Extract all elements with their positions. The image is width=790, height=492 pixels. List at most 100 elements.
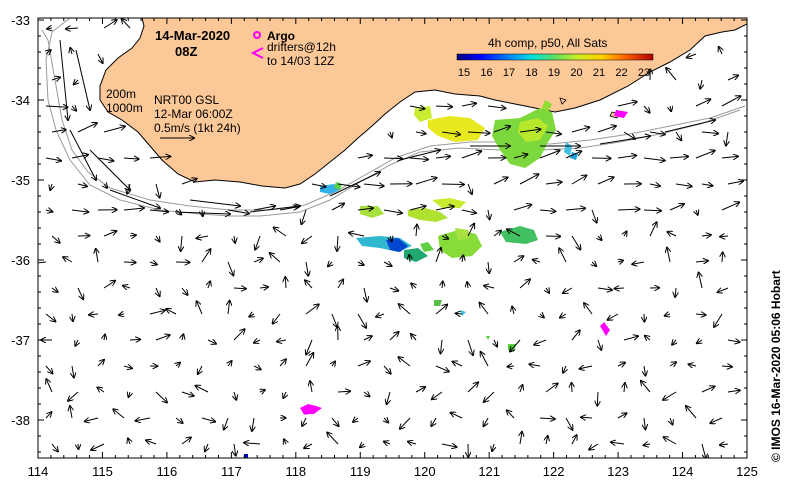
current-vector	[181, 437, 191, 445]
current-vector	[667, 232, 677, 236]
current-vector	[545, 182, 562, 184]
current-vector	[461, 103, 476, 106]
colorbar-tick-label: 18	[525, 67, 537, 79]
current-vector	[431, 417, 437, 426]
x-tick-label: 125	[736, 464, 758, 479]
current-vector	[484, 417, 489, 426]
current-vector	[384, 418, 388, 423]
current-vector	[182, 334, 183, 341]
current-vector	[727, 181, 743, 184]
current-vector	[45, 313, 55, 321]
current-vector	[669, 157, 688, 159]
current-vector	[645, 336, 650, 340]
current-vector	[104, 335, 105, 341]
current-vector	[687, 54, 697, 58]
colorbar-bar	[456, 53, 654, 61]
current-vector	[644, 417, 645, 429]
colorbar-tick-label: 21	[593, 67, 605, 79]
current-vector	[617, 155, 636, 158]
colorbar-tick-label: 17	[503, 67, 515, 79]
current-vector	[45, 365, 53, 373]
current-vector	[383, 365, 391, 374]
current-vector	[75, 339, 78, 346]
current-vector	[400, 417, 411, 429]
current-vector	[408, 442, 417, 444]
current-vector	[208, 281, 210, 289]
current-vector	[332, 362, 335, 367]
current-vector	[228, 361, 232, 366]
current-vector	[432, 391, 443, 399]
current-vector	[467, 132, 490, 133]
legend-drifters: drifters@12h	[267, 40, 336, 54]
current-vector	[415, 132, 426, 134]
current-vector	[149, 262, 157, 265]
colorbar-tick-label: 16	[480, 67, 492, 79]
legend-argo: Argo	[267, 29, 295, 43]
current-vector	[571, 435, 577, 445]
current-vector	[624, 232, 627, 237]
current-vector	[415, 178, 437, 185]
current-vector	[389, 288, 398, 291]
current-vector	[97, 388, 105, 393]
current-vector	[664, 437, 677, 445]
current-vector	[493, 231, 501, 237]
current-vector	[234, 443, 236, 456]
current-vector	[597, 288, 612, 290]
current-vector	[331, 204, 344, 211]
current-vector	[390, 132, 392, 137]
current-vector	[545, 132, 561, 134]
current-vector	[467, 224, 474, 237]
current-vector	[123, 286, 131, 288]
current-vector	[97, 158, 113, 161]
current-vector	[589, 443, 599, 450]
current-vector	[337, 235, 338, 251]
current-vector	[480, 303, 489, 315]
current-vector	[701, 184, 713, 186]
current-vector	[155, 335, 170, 341]
current-vector	[484, 391, 495, 402]
current-vector	[390, 236, 392, 241]
current-vector	[357, 262, 364, 265]
current-vector	[461, 210, 476, 213]
current-vector	[302, 417, 306, 426]
current-vector	[726, 131, 728, 146]
x-tick-label: 118	[285, 464, 306, 479]
current-vector	[123, 158, 139, 159]
current-vector	[75, 49, 90, 110]
current-vector	[273, 313, 281, 324]
current-vector	[584, 303, 593, 315]
current-vector	[435, 156, 450, 158]
current-vector	[721, 366, 732, 367]
credit-label: © IMOS 16-Mar-2020 05:06 Hobart	[769, 270, 783, 462]
current-vector	[197, 301, 203, 315]
current-vector	[156, 236, 160, 242]
current-vector	[720, 236, 729, 237]
current-vector	[337, 280, 343, 289]
current-vector	[149, 210, 168, 212]
current-vector	[51, 288, 58, 292]
current-vector	[103, 20, 117, 29]
axes: 114 115 116 117 118 119 120 121 122 123 124 125 -33 -…	[11, 13, 758, 479]
current-vector	[494, 339, 497, 347]
x-tick-label: 117	[221, 464, 242, 479]
current-vector	[234, 235, 235, 243]
current-vector	[493, 126, 510, 133]
current-vector	[520, 432, 522, 445]
current-vector	[363, 392, 370, 396]
current-vector	[74, 80, 78, 84]
current-vector	[623, 131, 635, 139]
current-vector	[166, 309, 177, 315]
current-vector	[146, 440, 157, 444]
current-vector	[205, 443, 208, 451]
current-vector	[283, 391, 286, 398]
current-vector	[696, 210, 698, 215]
info-block: 14-Mar-2020 08Z Argo drifters@12h to 14/…	[106, 28, 336, 138]
current-vector	[284, 439, 286, 444]
current-vector	[233, 329, 245, 341]
current-vector	[123, 262, 136, 263]
current-vector	[700, 79, 702, 89]
plot-frame	[37, 17, 748, 459]
current-vector	[719, 47, 722, 55]
current-vector	[695, 261, 708, 262]
current-vector	[513, 154, 527, 158]
